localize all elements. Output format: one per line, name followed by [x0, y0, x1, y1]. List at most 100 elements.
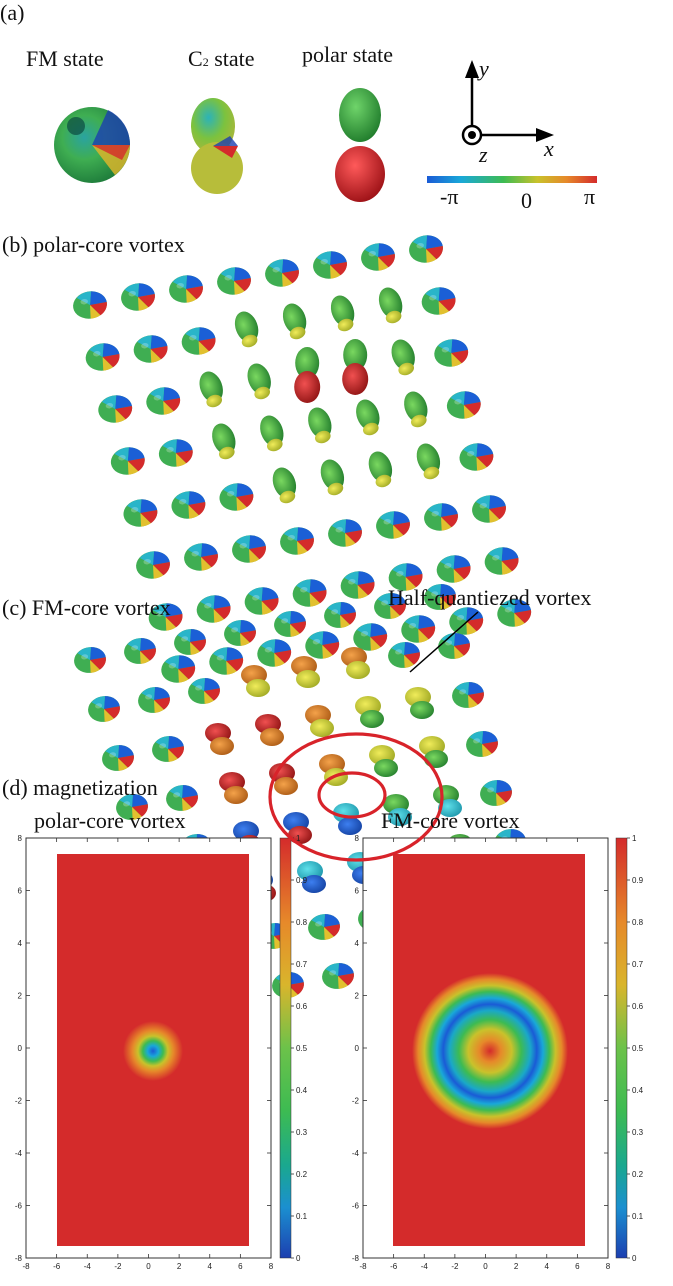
colorbar-tick-label: 0.5 [632, 1044, 644, 1053]
spinor-disc [158, 439, 193, 467]
y-tick-label: 2 [18, 992, 23, 1001]
x-tick-label: 6 [238, 1262, 243, 1271]
spinor-blob [267, 438, 283, 452]
spinor-disc [121, 283, 155, 311]
spinor-disc [497, 599, 532, 627]
y-tick-label: -4 [352, 1149, 360, 1158]
spinor-blob [274, 777, 298, 795]
inner-ring [317, 771, 387, 819]
colorbar-tick-label: 1 [296, 834, 301, 843]
c2-state-label: C2 state [188, 46, 255, 72]
spinor-disc [184, 543, 218, 571]
spinor-disc [424, 503, 458, 531]
spinor-disc [388, 642, 420, 668]
magnetization-colorbar-right [615, 837, 628, 1259]
spinor-blob [224, 786, 248, 804]
x-tick-label: -4 [421, 1262, 429, 1271]
x-tick-label: -8 [359, 1262, 367, 1271]
colorbar-tick-label: 0.8 [296, 918, 308, 927]
x-tick-label: 0 [146, 1262, 151, 1271]
spinor-disc [98, 395, 133, 423]
spinor-blob [388, 808, 412, 826]
y-tick-label: 4 [18, 939, 23, 948]
spinor-disc [136, 551, 170, 579]
c2-state-shape [191, 98, 243, 194]
c2-main: C [188, 46, 203, 71]
spinor-blob [219, 446, 235, 460]
colorbar-tick-label: 0.9 [632, 876, 644, 885]
spinor-blob [368, 451, 393, 483]
spinor-disc [148, 603, 183, 631]
spinor-blob [327, 482, 344, 496]
spinor-disc [224, 620, 256, 646]
spinor-disc [174, 629, 206, 655]
spinor-disc [73, 291, 107, 319]
spinor-disc [466, 731, 498, 757]
spinor-disc [280, 527, 314, 555]
spinor-disc [74, 647, 106, 673]
x-tick-label: 6 [575, 1262, 580, 1271]
half-quantized-annotation: Half-quantiezed vortex [388, 585, 592, 610]
spinor-disc [324, 602, 356, 628]
spinor-disc [340, 571, 375, 599]
spinor-blob [234, 311, 259, 343]
spinor-disc [152, 736, 184, 762]
spinor-blob [308, 407, 332, 439]
spinor-disc [313, 251, 347, 279]
polar-state-shape [335, 88, 385, 202]
spinor-disc [102, 745, 134, 771]
magnetization-map-polar [25, 837, 272, 1259]
spinor-blob [410, 701, 434, 719]
phase-mid-label: 0 [521, 188, 532, 213]
spinor-disc [209, 647, 244, 675]
x-axis-label: x [544, 136, 554, 161]
phase-max-label: π [584, 184, 596, 209]
spinor-blob [330, 295, 355, 327]
spinor-disc [421, 287, 456, 315]
y-tick-label: 0 [355, 1044, 360, 1053]
spinor-disc [376, 511, 410, 539]
y-tick-label: -8 [352, 1254, 360, 1263]
spinor-disc [169, 275, 203, 303]
spinor-disc [116, 794, 148, 820]
c2-sub: 2 [202, 55, 209, 69]
panel-c-label: (c) FM-core vortex [2, 595, 171, 620]
y-tick-label: -2 [352, 1097, 360, 1106]
spinor-disc [196, 595, 231, 623]
spinor-blob [254, 386, 270, 400]
spinor-blob [346, 661, 370, 679]
spinor-blob [375, 474, 392, 488]
spinor-blob [272, 467, 297, 499]
spinor-blob [356, 399, 380, 431]
spinor-disc [472, 495, 506, 523]
y-tick-label: -8 [15, 1254, 23, 1263]
spinor-disc [305, 631, 340, 659]
spinor-disc [123, 499, 158, 527]
spinor-blob [391, 339, 415, 371]
spinor-disc [436, 555, 471, 583]
y-axis-label: y [479, 56, 489, 81]
spinor-disc [110, 447, 145, 475]
magnetization-map-fm [362, 837, 609, 1259]
y-tick-label: 8 [355, 834, 360, 843]
colorbar-tick-label: 0.8 [632, 918, 644, 927]
spinor-disc [322, 963, 354, 989]
polar-state-label: polar state [302, 42, 394, 67]
spinor-disc [484, 547, 519, 575]
spinor-disc [424, 584, 456, 610]
spinor-blob [398, 362, 414, 376]
spinor-blob [247, 363, 271, 395]
spinor-blob [210, 737, 234, 755]
y-tick-label: -4 [15, 1149, 23, 1158]
x-tick-label: -2 [451, 1262, 459, 1271]
spinor-blob [424, 750, 448, 768]
spinor-blob [260, 728, 284, 746]
spinor-blob [404, 391, 428, 423]
colorbar-tick-label: 0.3 [632, 1128, 644, 1137]
x-tick-label: -8 [22, 1262, 30, 1271]
spinor-blob [411, 414, 427, 428]
colorbar-tick-label: 0.7 [296, 960, 308, 969]
spinor-disc [244, 587, 279, 615]
spinor-disc [124, 638, 156, 664]
